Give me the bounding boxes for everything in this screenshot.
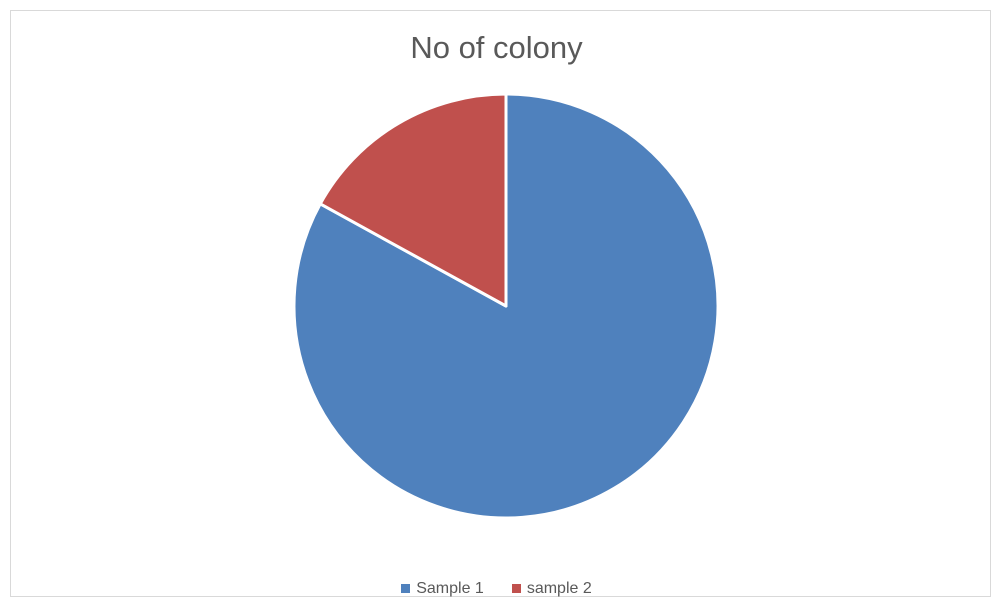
pie-slice-sample-2 <box>318 92 508 308</box>
chart-title: No of colony <box>410 30 583 65</box>
legend-label-sample-2: sample 2 <box>526 579 592 597</box>
legend-label-sample-1: Sample 1 <box>416 579 484 597</box>
legend-item-sample-2: sample 2 <box>511 578 592 599</box>
legend-swatch-sample-1 <box>401 584 411 593</box>
legend-swatch-sample-2 <box>511 584 521 593</box>
pie-slice-sample-1 <box>292 92 720 520</box>
legend: Sample 1 sample 2 <box>0 578 993 599</box>
legend-item-sample-1: Sample 1 <box>401 578 484 599</box>
